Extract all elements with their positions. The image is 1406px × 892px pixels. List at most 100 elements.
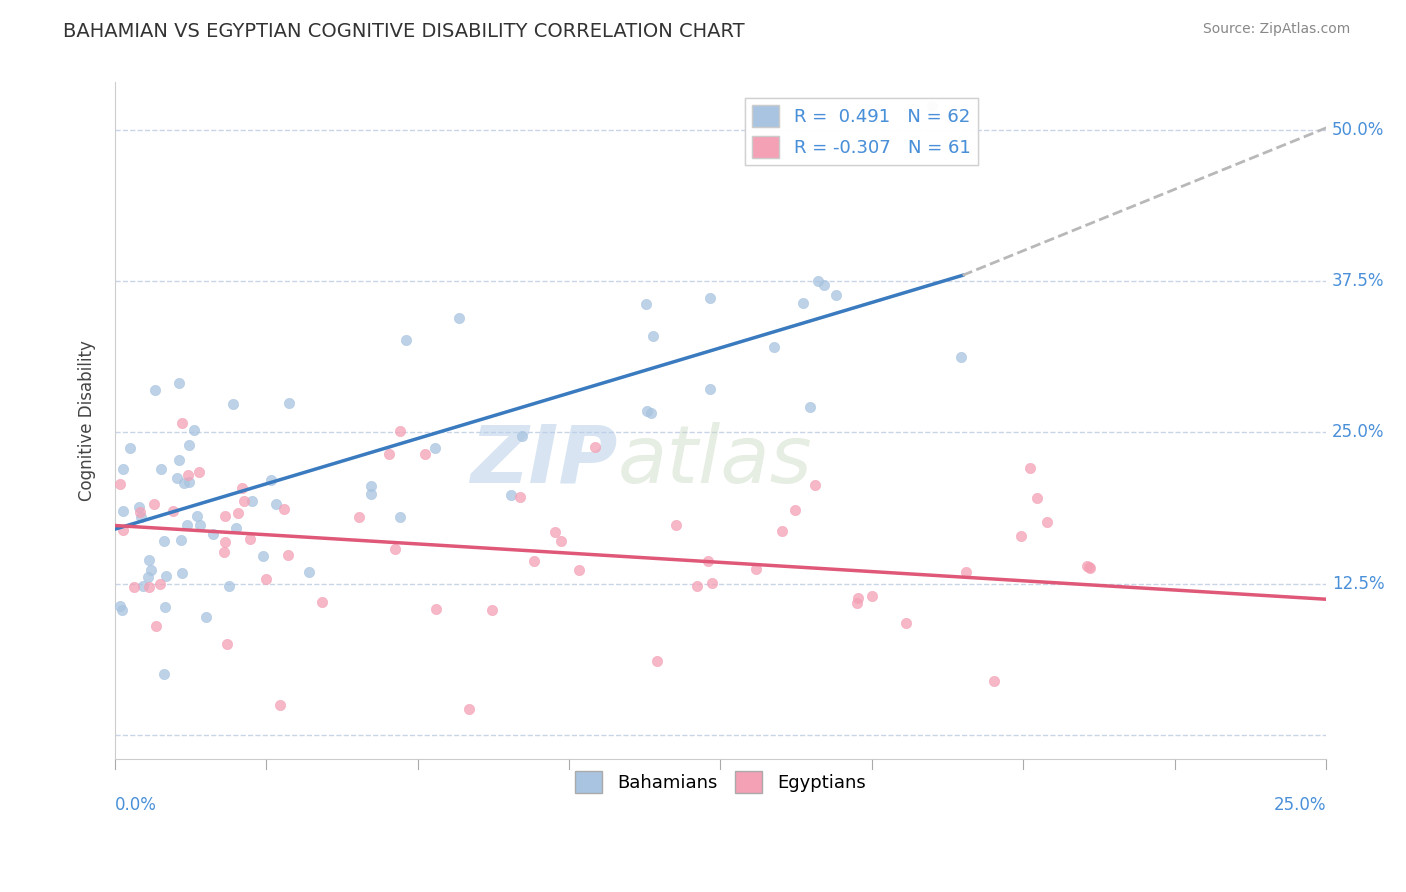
Point bbox=[222, 397, 245, 411]
Point bbox=[685, 579, 707, 593]
Point bbox=[543, 525, 565, 540]
Point bbox=[194, 610, 217, 624]
Point bbox=[148, 577, 170, 591]
Point bbox=[804, 477, 827, 491]
Point bbox=[273, 502, 295, 516]
Point bbox=[1078, 561, 1101, 575]
Point bbox=[389, 425, 412, 439]
Point bbox=[136, 570, 159, 584]
Point bbox=[550, 534, 572, 549]
Point bbox=[153, 599, 176, 614]
Point bbox=[143, 383, 166, 397]
Point bbox=[277, 396, 299, 410]
Point bbox=[111, 603, 134, 617]
Point bbox=[792, 296, 814, 310]
Point bbox=[166, 471, 188, 485]
Point bbox=[846, 591, 869, 605]
Point bbox=[807, 274, 830, 288]
Point bbox=[138, 580, 160, 594]
Point bbox=[214, 509, 236, 524]
Point bbox=[423, 441, 446, 455]
Point bbox=[665, 518, 688, 533]
Point bbox=[150, 462, 173, 476]
Text: 12.5%: 12.5% bbox=[1331, 574, 1385, 592]
Point bbox=[155, 569, 177, 583]
Point bbox=[201, 527, 224, 541]
Point bbox=[176, 468, 198, 483]
Point bbox=[700, 575, 723, 590]
Point bbox=[499, 488, 522, 502]
Text: 25.0%: 25.0% bbox=[1274, 796, 1326, 814]
Point bbox=[311, 594, 333, 608]
Point bbox=[138, 552, 160, 566]
Point bbox=[298, 565, 321, 579]
Point bbox=[395, 333, 418, 347]
Point bbox=[458, 702, 481, 716]
Point bbox=[218, 579, 240, 593]
Point bbox=[108, 599, 131, 613]
Point bbox=[983, 673, 1005, 688]
Point bbox=[177, 475, 200, 489]
Point bbox=[129, 505, 152, 519]
Point bbox=[949, 350, 972, 364]
Text: 25.0%: 25.0% bbox=[1331, 424, 1385, 442]
Point bbox=[1010, 529, 1032, 543]
Point bbox=[173, 476, 195, 491]
Point bbox=[169, 452, 191, 467]
Point bbox=[231, 481, 253, 495]
Point bbox=[225, 521, 247, 535]
Point bbox=[172, 566, 194, 580]
Point bbox=[860, 590, 883, 604]
Point bbox=[186, 509, 208, 524]
Point bbox=[277, 548, 299, 562]
Point bbox=[510, 429, 533, 443]
Point bbox=[745, 562, 768, 576]
Point bbox=[509, 490, 531, 504]
Point bbox=[254, 572, 277, 586]
Point bbox=[132, 579, 155, 593]
Point bbox=[425, 602, 447, 616]
Point bbox=[167, 376, 190, 390]
Point bbox=[1078, 560, 1101, 574]
Y-axis label: Cognitive Disability: Cognitive Disability bbox=[79, 340, 96, 500]
Point bbox=[215, 637, 238, 651]
Point bbox=[188, 518, 211, 533]
Point bbox=[226, 507, 249, 521]
Point bbox=[233, 494, 256, 508]
Text: 0.0%: 0.0% bbox=[115, 796, 157, 814]
Point bbox=[179, 438, 201, 452]
Point bbox=[214, 534, 236, 549]
Text: Source: ZipAtlas.com: Source: ZipAtlas.com bbox=[1202, 22, 1350, 37]
Point bbox=[783, 502, 806, 516]
Point bbox=[1036, 516, 1059, 530]
Point bbox=[389, 510, 412, 524]
Point bbox=[360, 479, 382, 493]
Point bbox=[239, 533, 262, 547]
Point bbox=[921, 99, 943, 113]
Point bbox=[413, 447, 436, 461]
Text: BAHAMIAN VS EGYPTIAN COGNITIVE DISABILITY CORRELATION CHART: BAHAMIAN VS EGYPTIAN COGNITIVE DISABILIT… bbox=[63, 22, 745, 41]
Point bbox=[145, 619, 167, 633]
Point bbox=[112, 462, 135, 476]
Point bbox=[583, 440, 606, 454]
Point bbox=[153, 533, 176, 548]
Text: 50.0%: 50.0% bbox=[1331, 121, 1385, 139]
Point bbox=[260, 473, 283, 487]
Point bbox=[111, 523, 134, 537]
Point bbox=[523, 554, 546, 568]
Point bbox=[894, 616, 917, 631]
Point bbox=[1019, 461, 1042, 475]
Point bbox=[129, 510, 152, 524]
Point bbox=[1076, 558, 1098, 573]
Point bbox=[636, 403, 658, 417]
Point bbox=[122, 581, 145, 595]
Point bbox=[770, 524, 793, 538]
Point bbox=[955, 565, 977, 579]
Point bbox=[813, 277, 835, 292]
Point bbox=[252, 549, 274, 563]
Point bbox=[763, 340, 786, 354]
Point bbox=[108, 476, 131, 491]
Point bbox=[846, 596, 869, 610]
Point bbox=[176, 518, 198, 533]
Point bbox=[825, 287, 848, 301]
